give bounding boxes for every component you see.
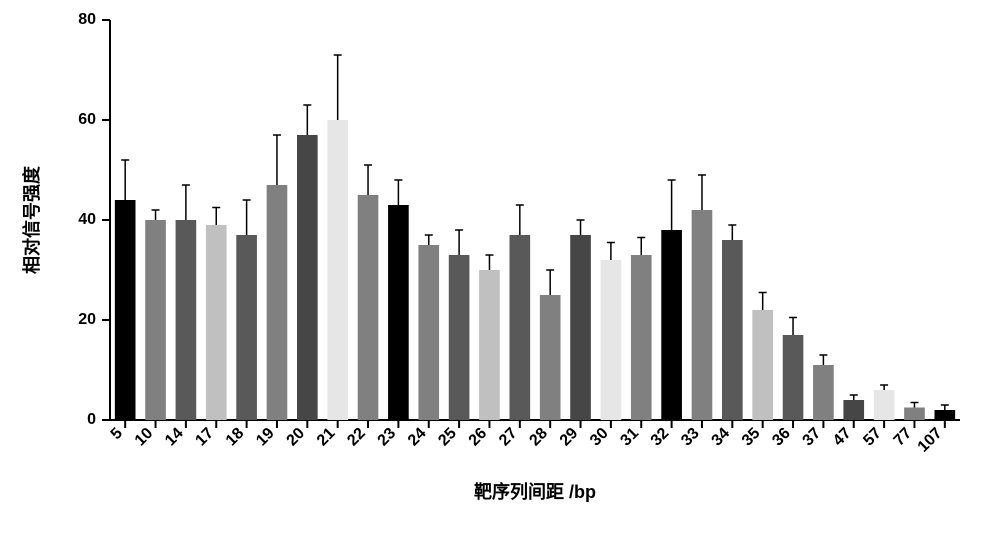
bar (176, 220, 197, 420)
bar (358, 195, 379, 420)
y-tick-label: 60 (78, 111, 96, 128)
bar (206, 225, 227, 420)
bar (297, 135, 318, 420)
bar (267, 185, 288, 420)
bar (388, 205, 409, 420)
bar (935, 410, 956, 420)
bar (145, 220, 166, 420)
bar (601, 260, 622, 420)
y-tick-label: 40 (78, 211, 96, 228)
bar (236, 235, 257, 420)
bar (783, 335, 804, 420)
bar (752, 310, 773, 420)
bar (449, 255, 470, 420)
bar (722, 240, 743, 420)
y-tick-label: 0 (87, 411, 96, 428)
y-axis-label: 相对信号强度 (21, 165, 42, 274)
x-axis-label: 靶序列间距 /bp (474, 481, 596, 502)
bar (479, 270, 500, 420)
bar (570, 235, 591, 420)
y-tick-label: 80 (78, 11, 96, 28)
bar (510, 235, 531, 420)
bar (843, 400, 864, 420)
bar (813, 365, 834, 420)
bar (418, 245, 439, 420)
bar (661, 230, 682, 420)
bar (115, 200, 136, 420)
bar (692, 210, 713, 420)
bar-chart: 0204060805101417181920212223242526272829… (0, 0, 1000, 534)
bar (631, 255, 652, 420)
y-tick-label: 20 (78, 311, 96, 328)
bar (874, 390, 895, 420)
chart-svg: 0204060805101417181920212223242526272829… (0, 0, 1000, 534)
bar (327, 120, 348, 420)
bar (540, 295, 561, 420)
bar (904, 408, 925, 421)
